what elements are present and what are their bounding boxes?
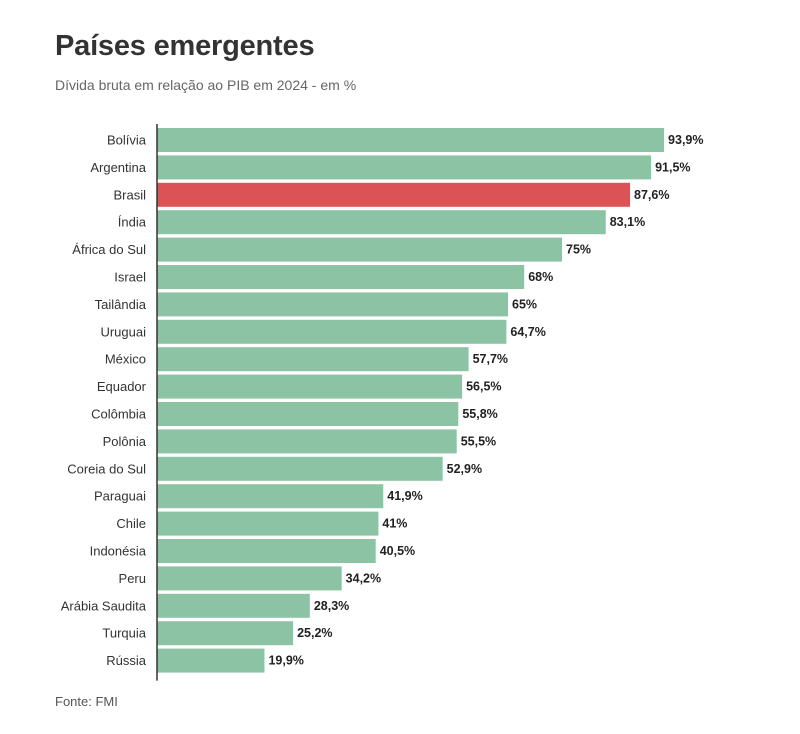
bar-tailandia — [157, 292, 508, 317]
category-label-russia: Rússia — [106, 653, 147, 668]
bar-bolivia — [157, 128, 665, 152]
category-label-israel: Israel — [114, 270, 146, 285]
value-label-bolivia: 93,9% — [668, 133, 703, 147]
category-label-brasil: Brasil — [113, 187, 146, 202]
category-label-indonesia: Indonésia — [90, 544, 147, 559]
value-label-peru: 34,2% — [346, 571, 381, 585]
category-label-argentina: Argentina — [90, 160, 146, 175]
category-label-coreia-do-sul: Coreia do Sul — [67, 461, 146, 476]
category-label-africa-do-sul: África do Sul — [72, 242, 146, 257]
value-label-brasil: 87,6% — [634, 188, 669, 202]
bar-peru — [157, 566, 342, 591]
value-label-uruguai: 64,7% — [510, 325, 545, 339]
bar-polonia — [157, 429, 457, 454]
category-label-paraguai: Paraguai — [94, 489, 146, 504]
category-label-peru: Peru — [119, 571, 146, 586]
bar-israel — [157, 265, 525, 289]
value-label-turquia: 25,2% — [297, 626, 332, 640]
value-label-russia: 19,9% — [268, 654, 303, 668]
value-label-indonesia: 40,5% — [380, 544, 415, 558]
value-label-tailandia: 65% — [512, 297, 537, 311]
bar-colombia — [157, 402, 459, 426]
bar-coreia-do-sul — [157, 456, 443, 481]
category-label-chile: Chile — [116, 516, 146, 531]
value-label-paraguai: 41,9% — [387, 489, 422, 503]
bar-indonesia — [157, 539, 376, 563]
bar-uruguai — [157, 319, 507, 344]
value-label-chile: 41% — [382, 517, 407, 531]
category-label-bolivia: Bolívia — [107, 133, 147, 148]
value-label-polonia: 55,5% — [461, 434, 496, 448]
chart-title: Países emergentes — [55, 30, 315, 62]
category-label-polonia: Polônia — [103, 434, 147, 449]
category-label-equador: Equador — [97, 379, 147, 394]
value-label-argentina: 91,5% — [655, 160, 690, 174]
value-label-mexico: 57,7% — [473, 352, 508, 366]
bar-turquia — [157, 621, 294, 646]
value-label-colombia: 55,8% — [462, 407, 497, 421]
bar-russia — [157, 648, 265, 673]
value-label-africa-do-sul: 75% — [566, 243, 591, 257]
category-label-mexico: México — [105, 352, 146, 367]
value-label-coreia-do-sul: 52,9% — [447, 462, 482, 476]
category-label-turquia: Turquia — [102, 626, 146, 641]
category-label-tailandia: Tailândia — [95, 297, 147, 312]
category-label-arabia-saudita: Arábia Saudita — [61, 598, 147, 613]
bar-brasil — [157, 182, 631, 207]
bar-africa-do-sul — [157, 237, 562, 262]
bar-chile — [157, 511, 379, 536]
value-label-equador: 56,5% — [466, 380, 501, 394]
value-label-india: 83,1% — [610, 215, 645, 229]
bar-argentina — [157, 155, 652, 180]
value-label-arabia-saudita: 28,3% — [314, 599, 349, 613]
category-label-uruguai: Uruguai — [100, 324, 146, 339]
chart-subtitle: Dívida bruta em relação ao PIB em 2024 -… — [55, 77, 357, 93]
bar-arabia-saudita — [157, 593, 310, 618]
bar-paraguai — [157, 484, 384, 509]
chart-source: Fonte: FMI — [55, 694, 118, 709]
bar-india — [157, 210, 606, 235]
value-label-israel: 68% — [528, 270, 553, 284]
category-label-india: Índia — [118, 215, 147, 230]
category-label-colombia: Colômbia — [91, 407, 147, 422]
bar-equador — [157, 374, 463, 399]
bar-mexico — [157, 347, 469, 372]
